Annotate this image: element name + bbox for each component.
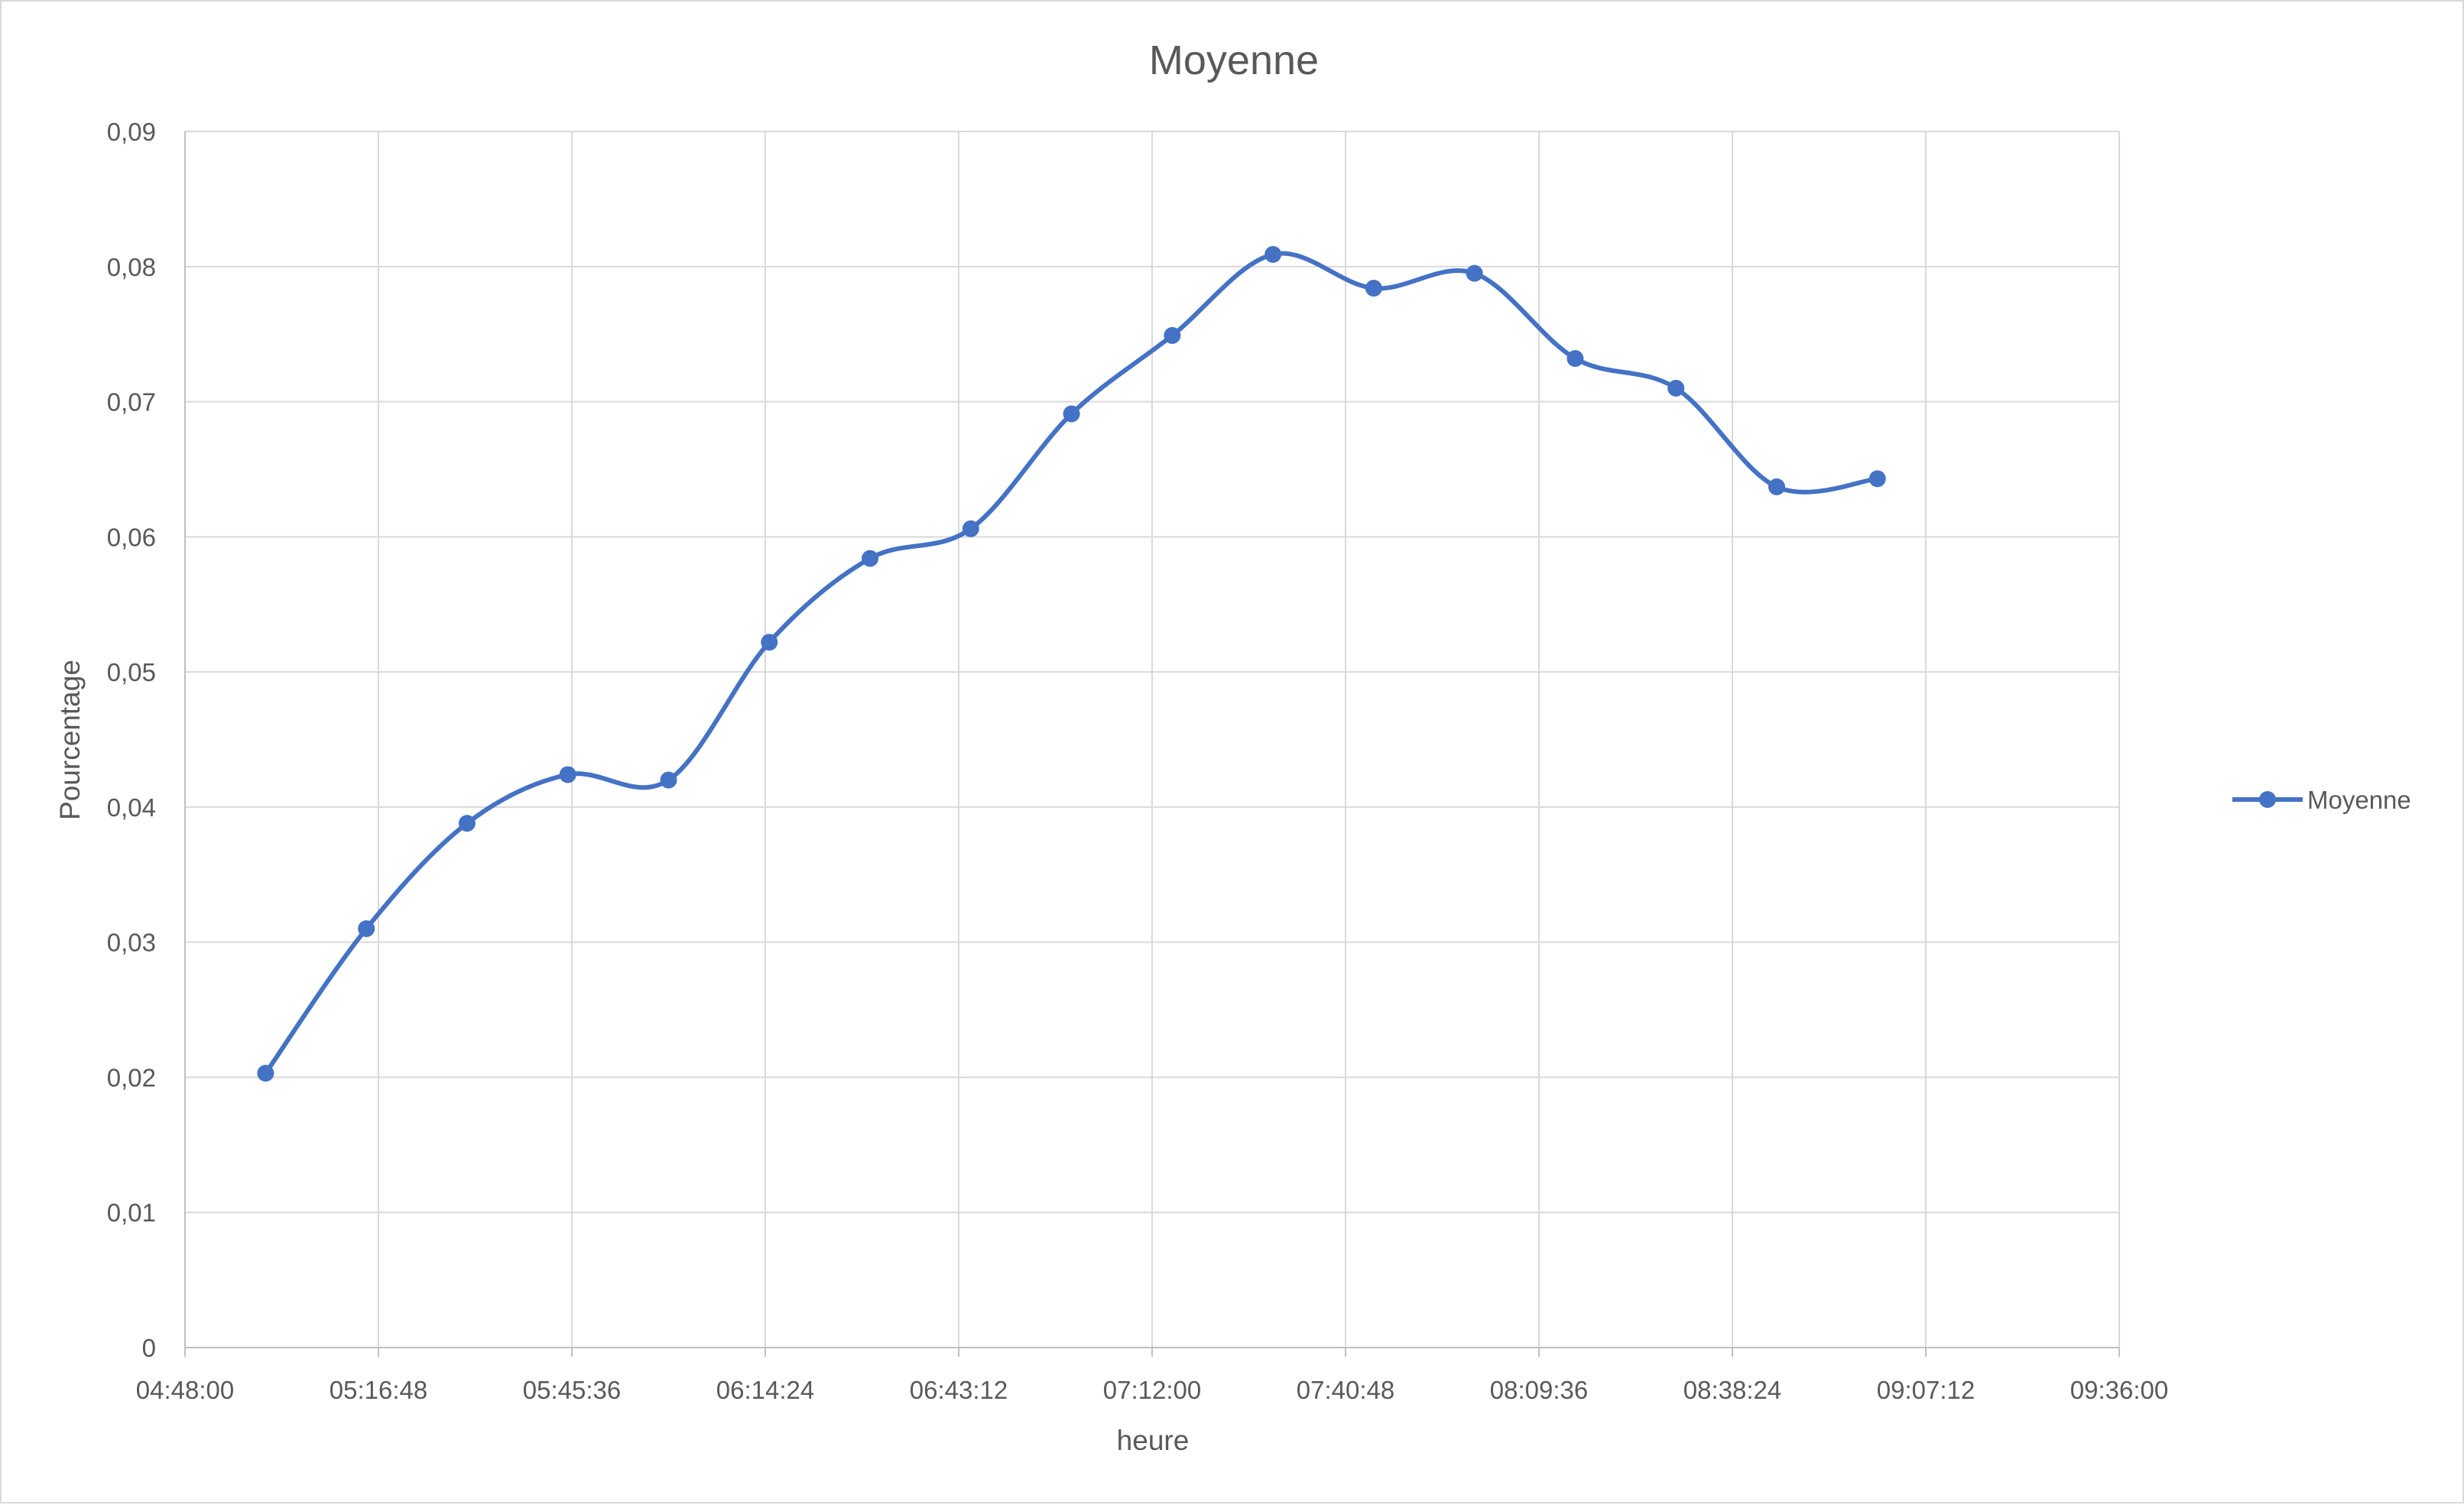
series-layer [257, 245, 1886, 1082]
x-tick-label: 06:14:24 [716, 1376, 814, 1404]
data-point [962, 520, 979, 537]
y-tick-label: 0,03 [107, 929, 156, 957]
x-tick-label: 05:16:48 [330, 1376, 427, 1404]
y-axis-title: Pourcentage [54, 660, 86, 820]
y-tick-label: 0,04 [107, 793, 156, 822]
data-point [1063, 405, 1080, 423]
data-point [257, 1065, 274, 1082]
x-tick-label: 09:07:12 [1877, 1376, 1975, 1404]
data-point [1164, 326, 1181, 344]
data-point [862, 550, 879, 567]
data-point [1868, 470, 1886, 488]
legend-marker [2259, 791, 2276, 808]
chart-title: Moyenne [1149, 37, 1319, 83]
y-tick-label: 0,08 [107, 253, 156, 281]
x-axis-title: heure [1117, 1425, 1190, 1456]
data-point [660, 771, 677, 789]
y-tick-label: 0,05 [107, 658, 156, 686]
data-point [761, 634, 778, 651]
y-tick-label: 0 [142, 1334, 156, 1362]
x-tick-label: 08:38:24 [1683, 1376, 1781, 1404]
data-point [1264, 245, 1282, 263]
y-axis: 0 0,01 0,02 0,03 0,04 0,05 0,06 0,07 0,08 0,09 [107, 118, 186, 1362]
legend-label: Moyenne [2307, 786, 2411, 814]
series-line [263, 251, 1878, 1075]
data-point [358, 920, 375, 937]
y-tick-label: 0,01 [107, 1198, 156, 1227]
data-point [1667, 379, 1685, 397]
data-point [1768, 478, 1785, 495]
x-axis: 04:48:00 05:16:48 05:45:36 06:14:24 06:43:12… [136, 1347, 2168, 1404]
x-tick-label: 08:09:36 [1490, 1376, 1588, 1404]
x-tick-label: 06:43:12 [910, 1376, 1008, 1404]
y-tick-label: 0,02 [107, 1063, 156, 1091]
legend: Moyenne [2232, 786, 2411, 814]
gridlines [185, 131, 2120, 1348]
x-tick-label: 09:36:00 [2070, 1376, 2168, 1404]
x-tick-label: 05:45:36 [523, 1376, 621, 1404]
data-point [458, 815, 476, 832]
y-tick-label: 0,06 [107, 523, 156, 551]
data-point [1466, 264, 1483, 282]
data-point [1566, 349, 1584, 367]
data-point [559, 766, 576, 783]
x-tick-label: 07:40:48 [1297, 1376, 1394, 1404]
y-tick-label: 0,09 [107, 118, 156, 146]
x-tick-label: 07:12:00 [1103, 1376, 1201, 1404]
x-tick-label: 04:48:00 [136, 1376, 234, 1404]
data-point [1365, 280, 1382, 297]
y-tick-label: 0,07 [107, 388, 156, 417]
